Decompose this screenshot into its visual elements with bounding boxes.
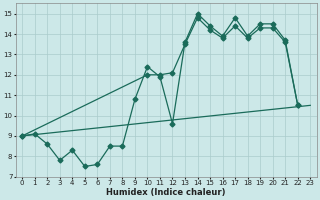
X-axis label: Humidex (Indice chaleur): Humidex (Indice chaleur) bbox=[107, 188, 226, 197]
